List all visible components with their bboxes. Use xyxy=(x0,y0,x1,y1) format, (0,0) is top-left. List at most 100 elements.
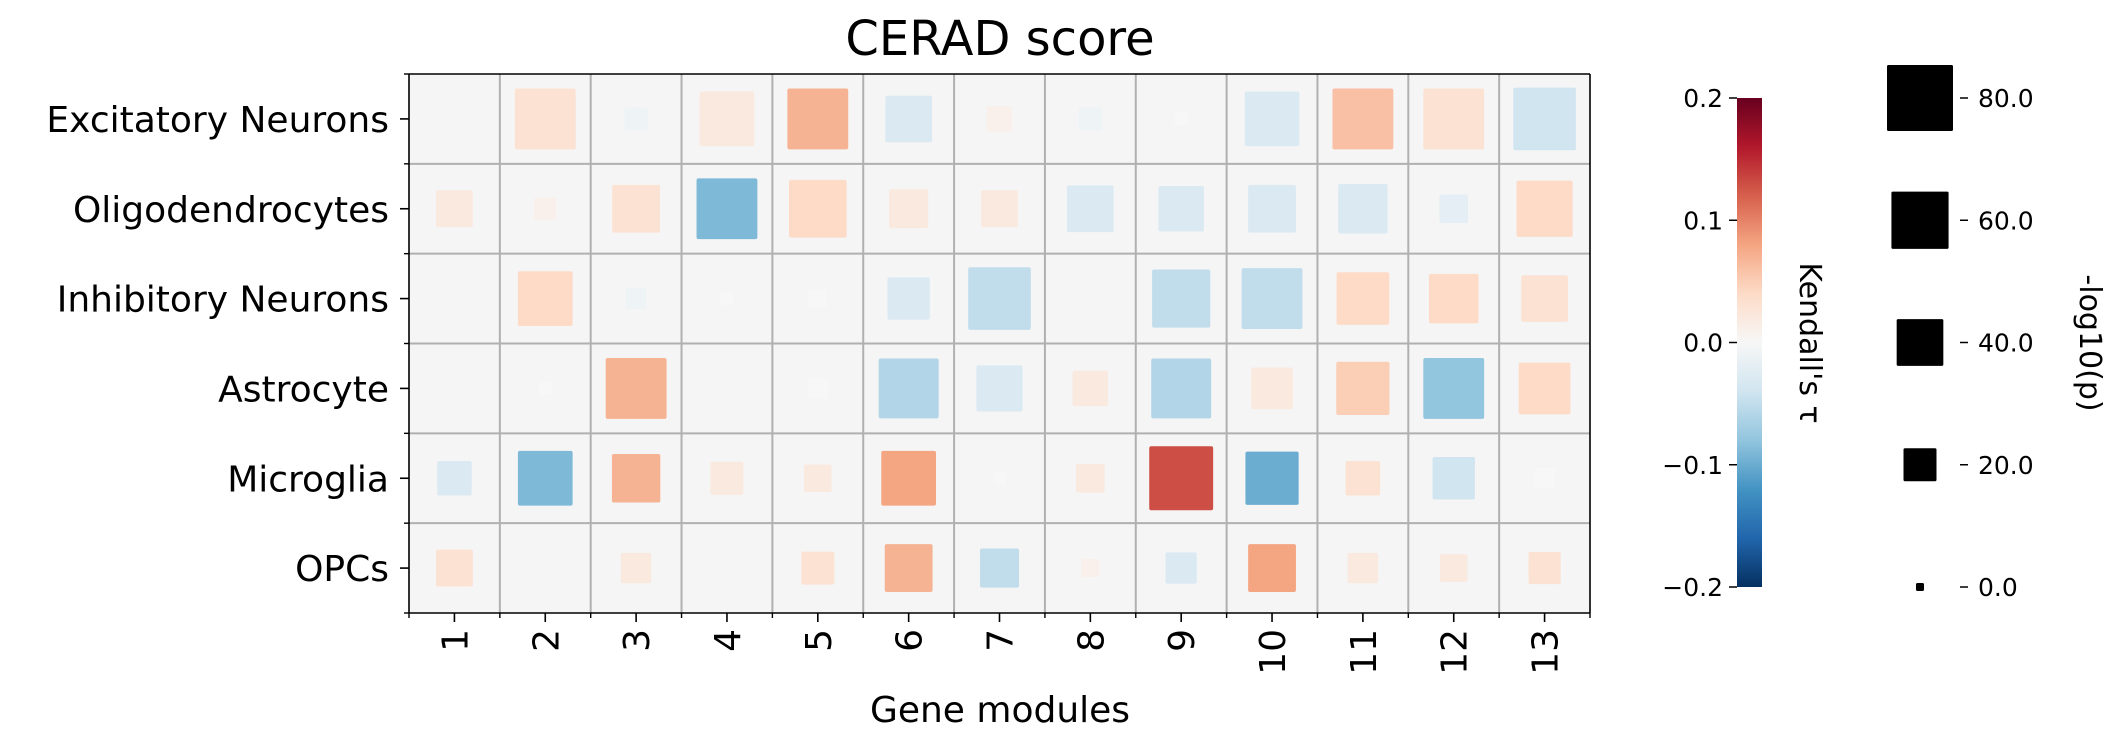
heatmap-cell-5-9 xyxy=(1149,446,1214,511)
column-label: 1 xyxy=(435,629,476,652)
column-label: 13 xyxy=(1526,629,1567,675)
row-label: Excitatory Neurons xyxy=(46,100,389,141)
heatmap-cell-2-1 xyxy=(435,190,473,228)
column-label: 5 xyxy=(799,629,840,652)
heatmap-cell-4-12 xyxy=(1423,357,1485,419)
heatmap-cell-1-4 xyxy=(699,91,755,147)
heatmap-cell-3-6 xyxy=(887,277,930,320)
heatmap-cell-4-9 xyxy=(1151,358,1212,419)
heatmap-cell-2-4 xyxy=(696,178,758,240)
heatmap-cell-3-4 xyxy=(720,292,734,305)
heatmap-cell-3-10 xyxy=(1241,268,1303,330)
heatmap-cell-4-13 xyxy=(1518,362,1571,415)
heatmap-plot-area: Excitatory Neurons Oligodendrocytes Inhibi… xyxy=(46,73,1591,675)
heatmap-cell-2-10 xyxy=(1248,184,1296,233)
column-label: 11 xyxy=(1344,629,1385,675)
size-legend-label: -log10(p) xyxy=(2072,274,2107,411)
heatmap-cell-4-5 xyxy=(807,377,829,399)
colorbar-gradient xyxy=(1737,98,1762,587)
heatmap-cells xyxy=(435,87,1576,592)
column-label: 9 xyxy=(1162,629,1203,652)
column-label: 6 xyxy=(890,629,931,652)
heatmap-cell-1-13 xyxy=(1513,87,1576,151)
heatmap-cell-3-3 xyxy=(625,288,647,310)
column-labels: 1 2 3 4 5 6 7 8 9 10 11 12 13 xyxy=(435,629,1566,675)
column-label: 8 xyxy=(1071,629,1112,652)
heatmap-cell-1-3 xyxy=(624,107,648,131)
colorbar-ticks: 0.2 0.1 0.0 −0.1 −0.2 xyxy=(1662,84,1737,602)
heatmap-cell-2-3 xyxy=(612,184,661,233)
heatmap-cell-6-10 xyxy=(1248,544,1296,592)
colorbar-tick-label: 0.2 xyxy=(1683,84,1723,113)
size-legend-marker xyxy=(1891,191,1949,249)
heatmap-cell-6-5 xyxy=(801,551,835,585)
heatmap-cell-1-5 xyxy=(787,88,849,150)
chart-title: CERAD score xyxy=(845,11,1154,67)
heatmap-cell-5-10 xyxy=(1245,451,1299,505)
heatmap-cell-6-3 xyxy=(620,552,652,584)
heatmap-cell-5-6 xyxy=(881,450,937,506)
heatmap-cell-1-7 xyxy=(986,106,1013,132)
heatmap-cell-3-11 xyxy=(1336,272,1390,325)
heatmap-cell-3-2 xyxy=(517,271,573,326)
colorbar-label: Kendall's τ xyxy=(1792,262,1827,423)
heatmap-cell-3-13 xyxy=(1521,275,1568,322)
heatmap-cell-4-3 xyxy=(605,357,667,419)
heatmap-cell-4-6 xyxy=(878,358,939,419)
heatmap-cell-6-6 xyxy=(884,544,933,592)
heatmap-cell-3-7 xyxy=(968,267,1031,330)
heatmap-cell-1-2 xyxy=(514,88,576,150)
heatmap-cell-2-8 xyxy=(1067,185,1114,233)
heatmap-cell-3-5 xyxy=(808,289,827,308)
row-label: Oligodendrocytes xyxy=(73,190,389,231)
row-label: Microglia xyxy=(227,459,389,500)
colorbar-tick-label: 0.1 xyxy=(1683,206,1723,235)
size-legend-marker xyxy=(1916,583,1924,591)
heatmap-cell-5-7 xyxy=(993,471,1006,485)
column-label: 2 xyxy=(526,629,567,652)
heatmap-cell-5-12 xyxy=(1432,457,1475,500)
heatmap-cell-2-2 xyxy=(534,197,557,220)
heatmap-cell-6-12 xyxy=(1439,554,1468,582)
row-label: Astrocyte xyxy=(218,369,389,410)
size-legend-tick-label: 80.0 xyxy=(1978,84,2034,113)
heatmap-cell-1-10 xyxy=(1244,91,1300,147)
heatmap-cell-2-12 xyxy=(1439,194,1469,224)
heatmap-cell-2-5 xyxy=(788,179,847,238)
size-legend-marker xyxy=(1903,448,1937,482)
heatmap-cell-2-6 xyxy=(889,189,929,229)
heatmap-cell-1-11 xyxy=(1332,88,1394,150)
heatmap-cell-5-2 xyxy=(517,450,573,506)
heatmap-cell-5-3 xyxy=(611,454,661,503)
axis-ticks xyxy=(400,73,1591,622)
size-legend-tick-label: 20.0 xyxy=(1978,451,2034,480)
heatmap-cell-6-1 xyxy=(435,549,473,587)
grid-lines xyxy=(409,74,1590,613)
heatmap-cell-1-8 xyxy=(1078,107,1103,131)
heatmap-cell-5-1 xyxy=(437,460,472,496)
column-label: 4 xyxy=(708,629,749,652)
heatmap-cell-4-8 xyxy=(1072,370,1109,407)
column-label: 7 xyxy=(981,629,1022,652)
colorbar-tick-label: −0.1 xyxy=(1662,451,1723,480)
colorbar-tick-label: 0.0 xyxy=(1683,329,1723,358)
x-axis-label: Gene modules xyxy=(870,690,1130,731)
heatmap-cell-2-11 xyxy=(1338,184,1388,234)
column-label: 3 xyxy=(617,629,658,652)
heatmap-cell-5-13 xyxy=(1534,467,1556,489)
size-legend-marker xyxy=(1896,319,1944,366)
heatmap-cell-6-9 xyxy=(1165,552,1197,584)
heatmap-cell-4-2 xyxy=(538,382,552,395)
size-legend-tick-label: 40.0 xyxy=(1978,329,2034,358)
heatmap-cell-6-8 xyxy=(1081,559,1100,578)
size-legend-tick-label: 60.0 xyxy=(1978,206,2034,235)
heatmap-cell-6-13 xyxy=(1528,552,1561,585)
heatmap-cell-3-9 xyxy=(1152,269,1211,328)
heatmap-cell-4-7 xyxy=(976,365,1023,412)
heatmap-cell-3-12 xyxy=(1428,273,1479,324)
column-label: 12 xyxy=(1435,629,1476,675)
heatmap-cell-1-12 xyxy=(1423,88,1485,150)
row-label: Inhibitory Neurons xyxy=(57,280,389,321)
row-label: OPCs xyxy=(295,549,389,590)
